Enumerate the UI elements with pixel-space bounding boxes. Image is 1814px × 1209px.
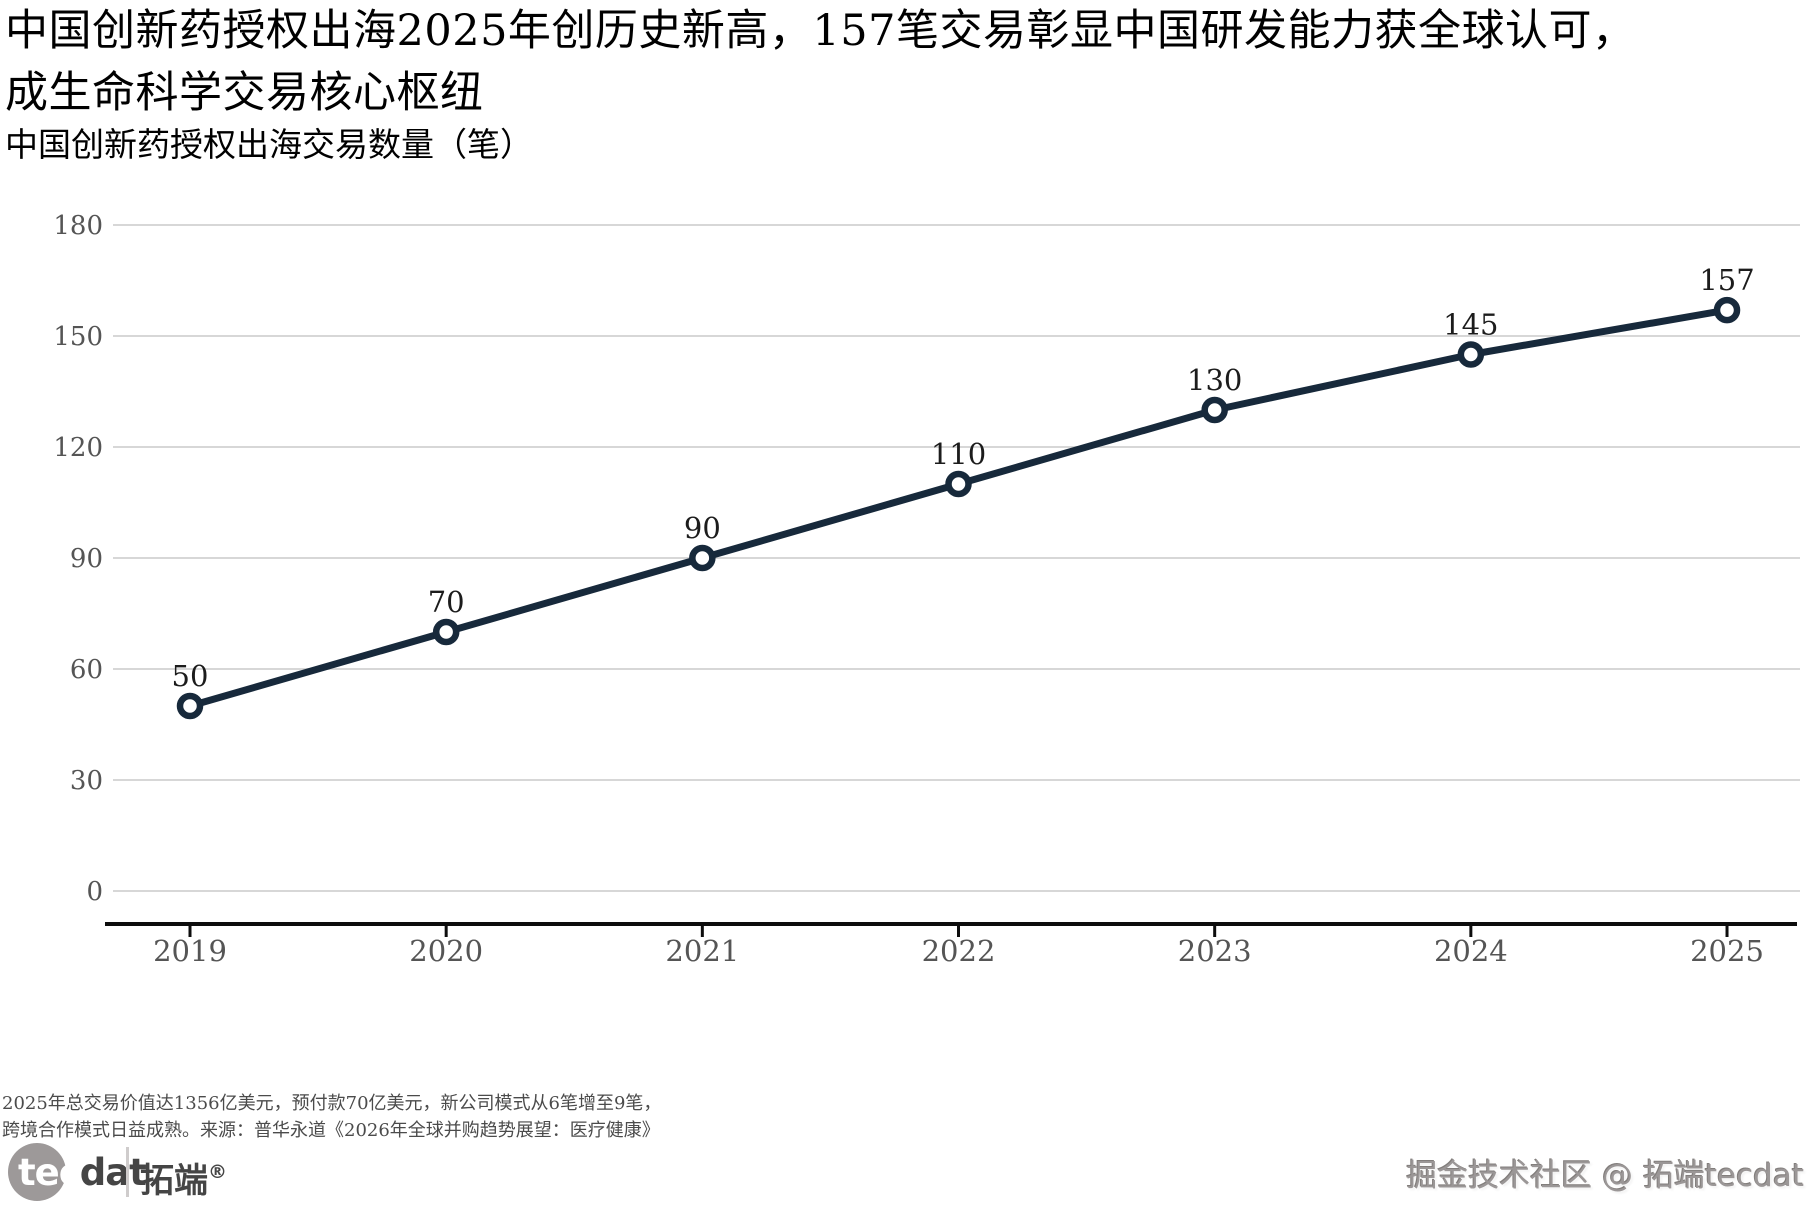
y-tick-label: 30: [70, 766, 103, 796]
data-point-label: 130: [1187, 363, 1242, 397]
registered-trademark-icon: ®: [208, 1161, 227, 1183]
y-tick-label: 180: [53, 211, 103, 241]
logo-divider: [126, 1147, 129, 1197]
y-tick-label: 120: [53, 433, 103, 463]
chart-subtitle: 中国创新药授权出海交易数量（笔）: [5, 125, 533, 164]
page-title-line1: 中国创新药授权出海2025年创历史新高，157笔交易彰显中国研发能力获全球认可，: [5, 6, 1636, 56]
page-title-line2: 成生命科学交易核心枢纽: [5, 68, 484, 118]
data-point: [945, 470, 972, 498]
x-tick-label: 2023: [1178, 934, 1252, 968]
x-tick-label: 2024: [1434, 934, 1508, 968]
data-point-label: 90: [684, 511, 721, 545]
y-tick-label: 0: [86, 877, 103, 907]
data-point: [1201, 396, 1228, 424]
data-point-label: 157: [1699, 263, 1754, 297]
data-point: [1457, 341, 1485, 368]
x-tick-label: 2019: [153, 934, 227, 968]
page-title: 中国创新药授权出海2025年创历史新高，157笔交易彰显中国研发能力获全球认可，…: [5, 0, 1705, 124]
data-point: [689, 544, 716, 572]
y-tick-label: 90: [70, 544, 103, 574]
data-point: [432, 618, 460, 646]
tecdat-logo-circle-icon: [8, 1143, 66, 1201]
data-point: [1713, 296, 1741, 324]
data-point-label: 70: [428, 585, 465, 619]
logo-tec-text: tec: [18, 1151, 81, 1194]
footnote-line2: 跨境合作模式日益成熟。来源：普华永道《2026年全球并购趋势展望：医疗健康》: [2, 1120, 660, 1141]
tecdat-logo-wordmark: tecdat: [18, 1151, 147, 1194]
footnote-line1: 2025年总交易价值达1356亿美元，预付款70亿美元，新公司模式从6笔增至9笔…: [2, 1093, 662, 1114]
x-tick-label: 2020: [409, 934, 483, 968]
x-tick-label: 2022: [922, 934, 996, 968]
trend-line: [189, 306, 1728, 710]
logo-dat-text: dat: [79, 1151, 147, 1194]
community-watermark: 掘金技术社区 @ 拓端tecdat: [1406, 1158, 1804, 1194]
y-tick-label: 60: [70, 655, 103, 685]
chart-footnote: 2025年总交易价值达1356亿美元，预付款70亿美元，新公司模式从6笔增至9笔…: [2, 1090, 661, 1144]
data-point: [176, 692, 204, 720]
data-point-label: 110: [931, 437, 986, 471]
x-tick-label: 2025: [1690, 934, 1764, 968]
y-tick-label: 150: [53, 322, 103, 352]
x-tick-label: 2021: [665, 934, 739, 968]
logo-chinese-name: 拓端®: [140, 1161, 227, 1201]
data-point-label: 145: [1443, 308, 1498, 342]
tecdat-logo: tecdat 拓端®: [8, 1141, 268, 1203]
data-point-label: 50: [172, 659, 209, 693]
